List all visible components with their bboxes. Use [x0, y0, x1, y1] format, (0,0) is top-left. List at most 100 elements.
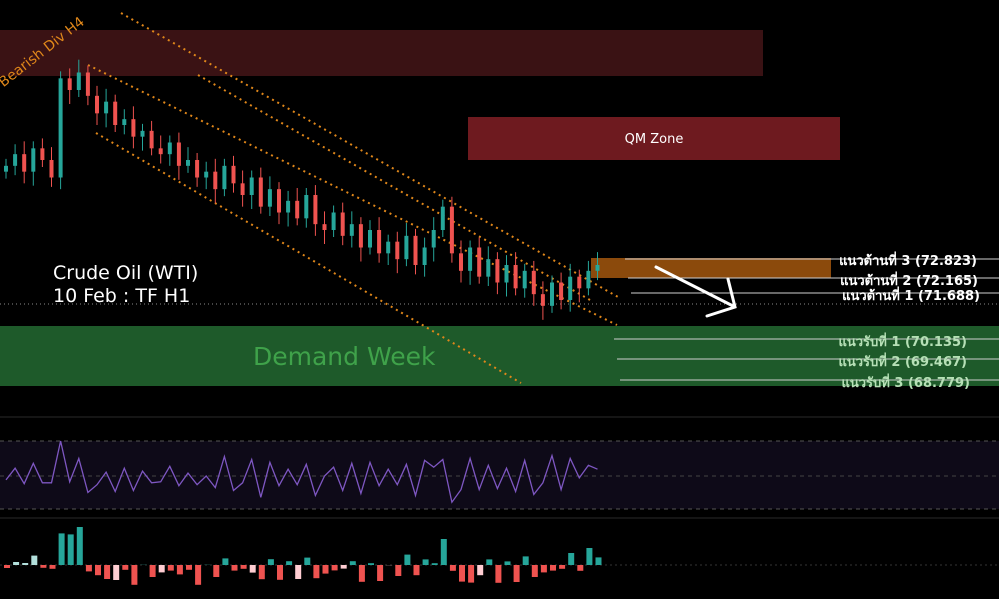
macd-bar: [67, 534, 74, 565]
candle-body: [413, 235, 418, 265]
macd-bar: [277, 565, 283, 580]
macd-bar: [422, 559, 429, 565]
candle-body: [4, 165, 8, 172]
chart-title-timeframe: 10 Feb : TF H1: [53, 285, 191, 307]
macd-bar: [349, 561, 356, 565]
macd-bar: [213, 565, 220, 577]
qm-zone-label: QM Zone: [624, 132, 684, 147]
candle-body: [577, 276, 582, 289]
macd-bar: [586, 548, 593, 565]
rsi-band: [0, 441, 999, 509]
candle-body: [176, 142, 181, 166]
candle-body: [258, 177, 263, 207]
candle-body: [459, 253, 463, 271]
macd-bar: [404, 554, 411, 565]
macd-bar: [313, 565, 320, 579]
candle-body: [550, 282, 554, 306]
macd-bar: [40, 565, 47, 568]
macd-bar: [222, 558, 229, 565]
demand-week-label: Demand Week: [253, 342, 436, 371]
candle-body: [113, 101, 118, 125]
macd-bar: [368, 563, 374, 565]
candle-body: [404, 235, 409, 260]
candle-body: [186, 160, 190, 166]
candle-body: [531, 270, 536, 295]
macd-bar: [449, 565, 456, 571]
candle-body: [240, 183, 245, 195]
macd-bar: [58, 533, 65, 565]
macd-bar: [468, 565, 475, 583]
candle-body: [504, 265, 509, 283]
resistance-1-label: แนวต้านที่ 1 (71.688): [842, 289, 980, 304]
candle-body: [31, 148, 36, 172]
candle-body: [13, 154, 18, 166]
candle-body: [195, 160, 200, 178]
candle-body: [559, 282, 564, 300]
candle-body: [76, 72, 81, 90]
macd-bar: [13, 562, 20, 565]
candle-body: [104, 101, 109, 114]
macd-bar: [331, 565, 338, 571]
macd-bar: [131, 565, 138, 585]
macd-bar: [95, 565, 101, 576]
macd-bar: [31, 555, 38, 565]
macd-bar: [550, 565, 556, 571]
macd-bar: [522, 556, 529, 565]
candle-body: [67, 78, 72, 90]
macd-bar: [540, 565, 547, 573]
macd-bar: [249, 565, 256, 573]
macd-bar: [486, 559, 493, 565]
support-2-label: แนวรับที่ 2 (69.467): [838, 355, 967, 370]
macd-bar: [340, 565, 347, 569]
channel-inner-line: [197, 74, 591, 301]
candle-body: [331, 212, 336, 230]
macd-bar: [195, 565, 202, 585]
macd-bar: [440, 539, 447, 565]
macd-bar: [22, 563, 29, 565]
candle-body: [495, 259, 500, 283]
macd-bar: [304, 557, 311, 565]
candle-body: [540, 294, 545, 306]
bearish-arrow: [654, 265, 737, 318]
candle-body: [358, 224, 363, 248]
candle-body: [477, 247, 482, 277]
macd-bar: [531, 565, 538, 577]
candle-body: [422, 247, 427, 265]
macd-bar: [358, 565, 365, 582]
level-lines: [614, 258, 999, 381]
candlestick-series: [4, 59, 600, 320]
macd-bar: [568, 553, 575, 565]
candle-body: [213, 171, 218, 190]
candle-body: [568, 276, 573, 300]
candle-body: [95, 95, 99, 114]
macd-bar: [167, 565, 174, 571]
candle-body: [58, 78, 63, 178]
candle-body: [386, 241, 391, 254]
macd-bar: [258, 565, 265, 580]
macd-bar: [176, 565, 183, 575]
candle-body: [295, 200, 300, 219]
candle-body: [286, 200, 291, 213]
demand-week-zone: [0, 326, 999, 386]
rsi-line: [5, 440, 598, 504]
candle-body: [277, 189, 281, 213]
candle-body: [231, 165, 236, 184]
macd-bar: [149, 565, 156, 577]
candle-body: [486, 259, 491, 277]
candle-body: [131, 119, 136, 137]
macd-bar: [477, 565, 484, 576]
candle-body: [158, 148, 163, 155]
macd-bar: [559, 565, 566, 569]
top-supply-zone: [0, 30, 763, 76]
macd-bar: [322, 565, 329, 574]
candle-body: [167, 142, 172, 155]
macd-bar: [231, 565, 238, 571]
macd-bar: [186, 565, 192, 570]
candle-body: [368, 230, 372, 248]
macd-bar: [113, 565, 120, 580]
chart-title-instrument: Crude Oil (WTI): [53, 262, 199, 284]
channel-mid-line: [87, 64, 618, 326]
candle-body: [440, 206, 445, 230]
